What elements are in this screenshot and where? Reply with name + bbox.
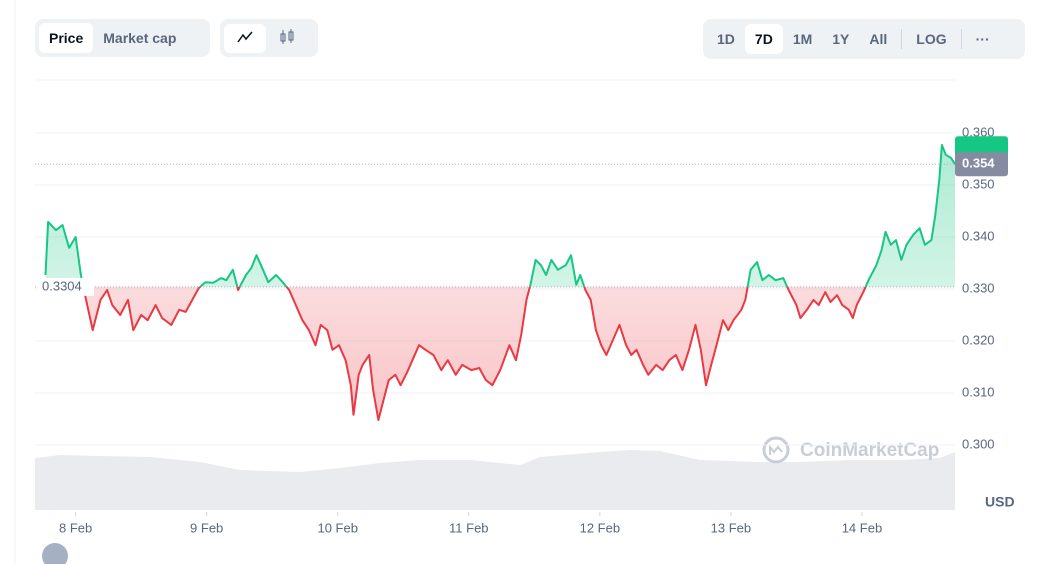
y-tick-label: 0.300 xyxy=(962,436,995,451)
separator xyxy=(960,29,962,49)
current-badge xyxy=(955,152,1008,177)
line-icon xyxy=(237,31,253,42)
x-tick-label: 11 Feb xyxy=(449,520,489,535)
x-tick-label: 8 Feb xyxy=(59,520,92,535)
x-tick-label: 13 Feb xyxy=(711,520,751,535)
history-icon xyxy=(42,543,68,564)
x-tick-label: 14 Feb xyxy=(842,520,882,535)
y-tick-label: 0.320 xyxy=(962,332,995,347)
candle-icon xyxy=(280,28,294,44)
watermark xyxy=(762,436,790,464)
range-tab[interactable]: 7D xyxy=(744,24,783,54)
current-label: 0.354 xyxy=(962,156,995,171)
baseline-label-bg xyxy=(38,277,94,296)
volume-area xyxy=(35,450,955,510)
market-cap-tab[interactable]: Market cap xyxy=(103,30,177,46)
chart-style xyxy=(220,19,318,57)
x-tick-label: 10 Feb xyxy=(317,520,357,535)
range-tab[interactable]: 1M xyxy=(792,31,813,47)
more-button[interactable]: ··· xyxy=(975,31,990,47)
y-tick-label: 0.340 xyxy=(962,228,995,243)
price-line-down xyxy=(82,286,867,421)
baseline-label: 0.3304 xyxy=(42,278,82,293)
range-tab[interactable]: 1Y xyxy=(832,31,850,47)
price-tabs: Price Market cap xyxy=(35,19,210,57)
y-tick-label: 0.360 xyxy=(962,124,995,139)
last-badge xyxy=(955,136,1008,161)
x-tick-label: 12 Feb xyxy=(580,520,620,535)
separator xyxy=(901,29,903,49)
area-up xyxy=(45,145,955,287)
y-tick-label: 0.330 xyxy=(962,280,995,295)
y-tick-label: 0.310 xyxy=(962,384,995,399)
price-tab[interactable]: Price xyxy=(39,23,94,53)
candle-style[interactable] xyxy=(266,24,308,53)
line-style[interactable] xyxy=(224,23,266,53)
price-line-up xyxy=(44,144,956,287)
log-toggle[interactable]: LOG xyxy=(916,31,947,47)
watermark-text: CoinMarketCap xyxy=(800,440,939,461)
area-down xyxy=(83,286,866,420)
y-tick-label: 0.350 xyxy=(962,176,995,191)
range-tab[interactable]: All xyxy=(869,31,888,47)
range-tab[interactable]: 1D xyxy=(717,31,735,47)
range-tabs: 1D 7D 1M 1Y All LOG ··· xyxy=(703,19,1025,59)
x-tick-label: 9 Feb xyxy=(190,520,223,535)
currency-label: USD xyxy=(985,494,1015,510)
